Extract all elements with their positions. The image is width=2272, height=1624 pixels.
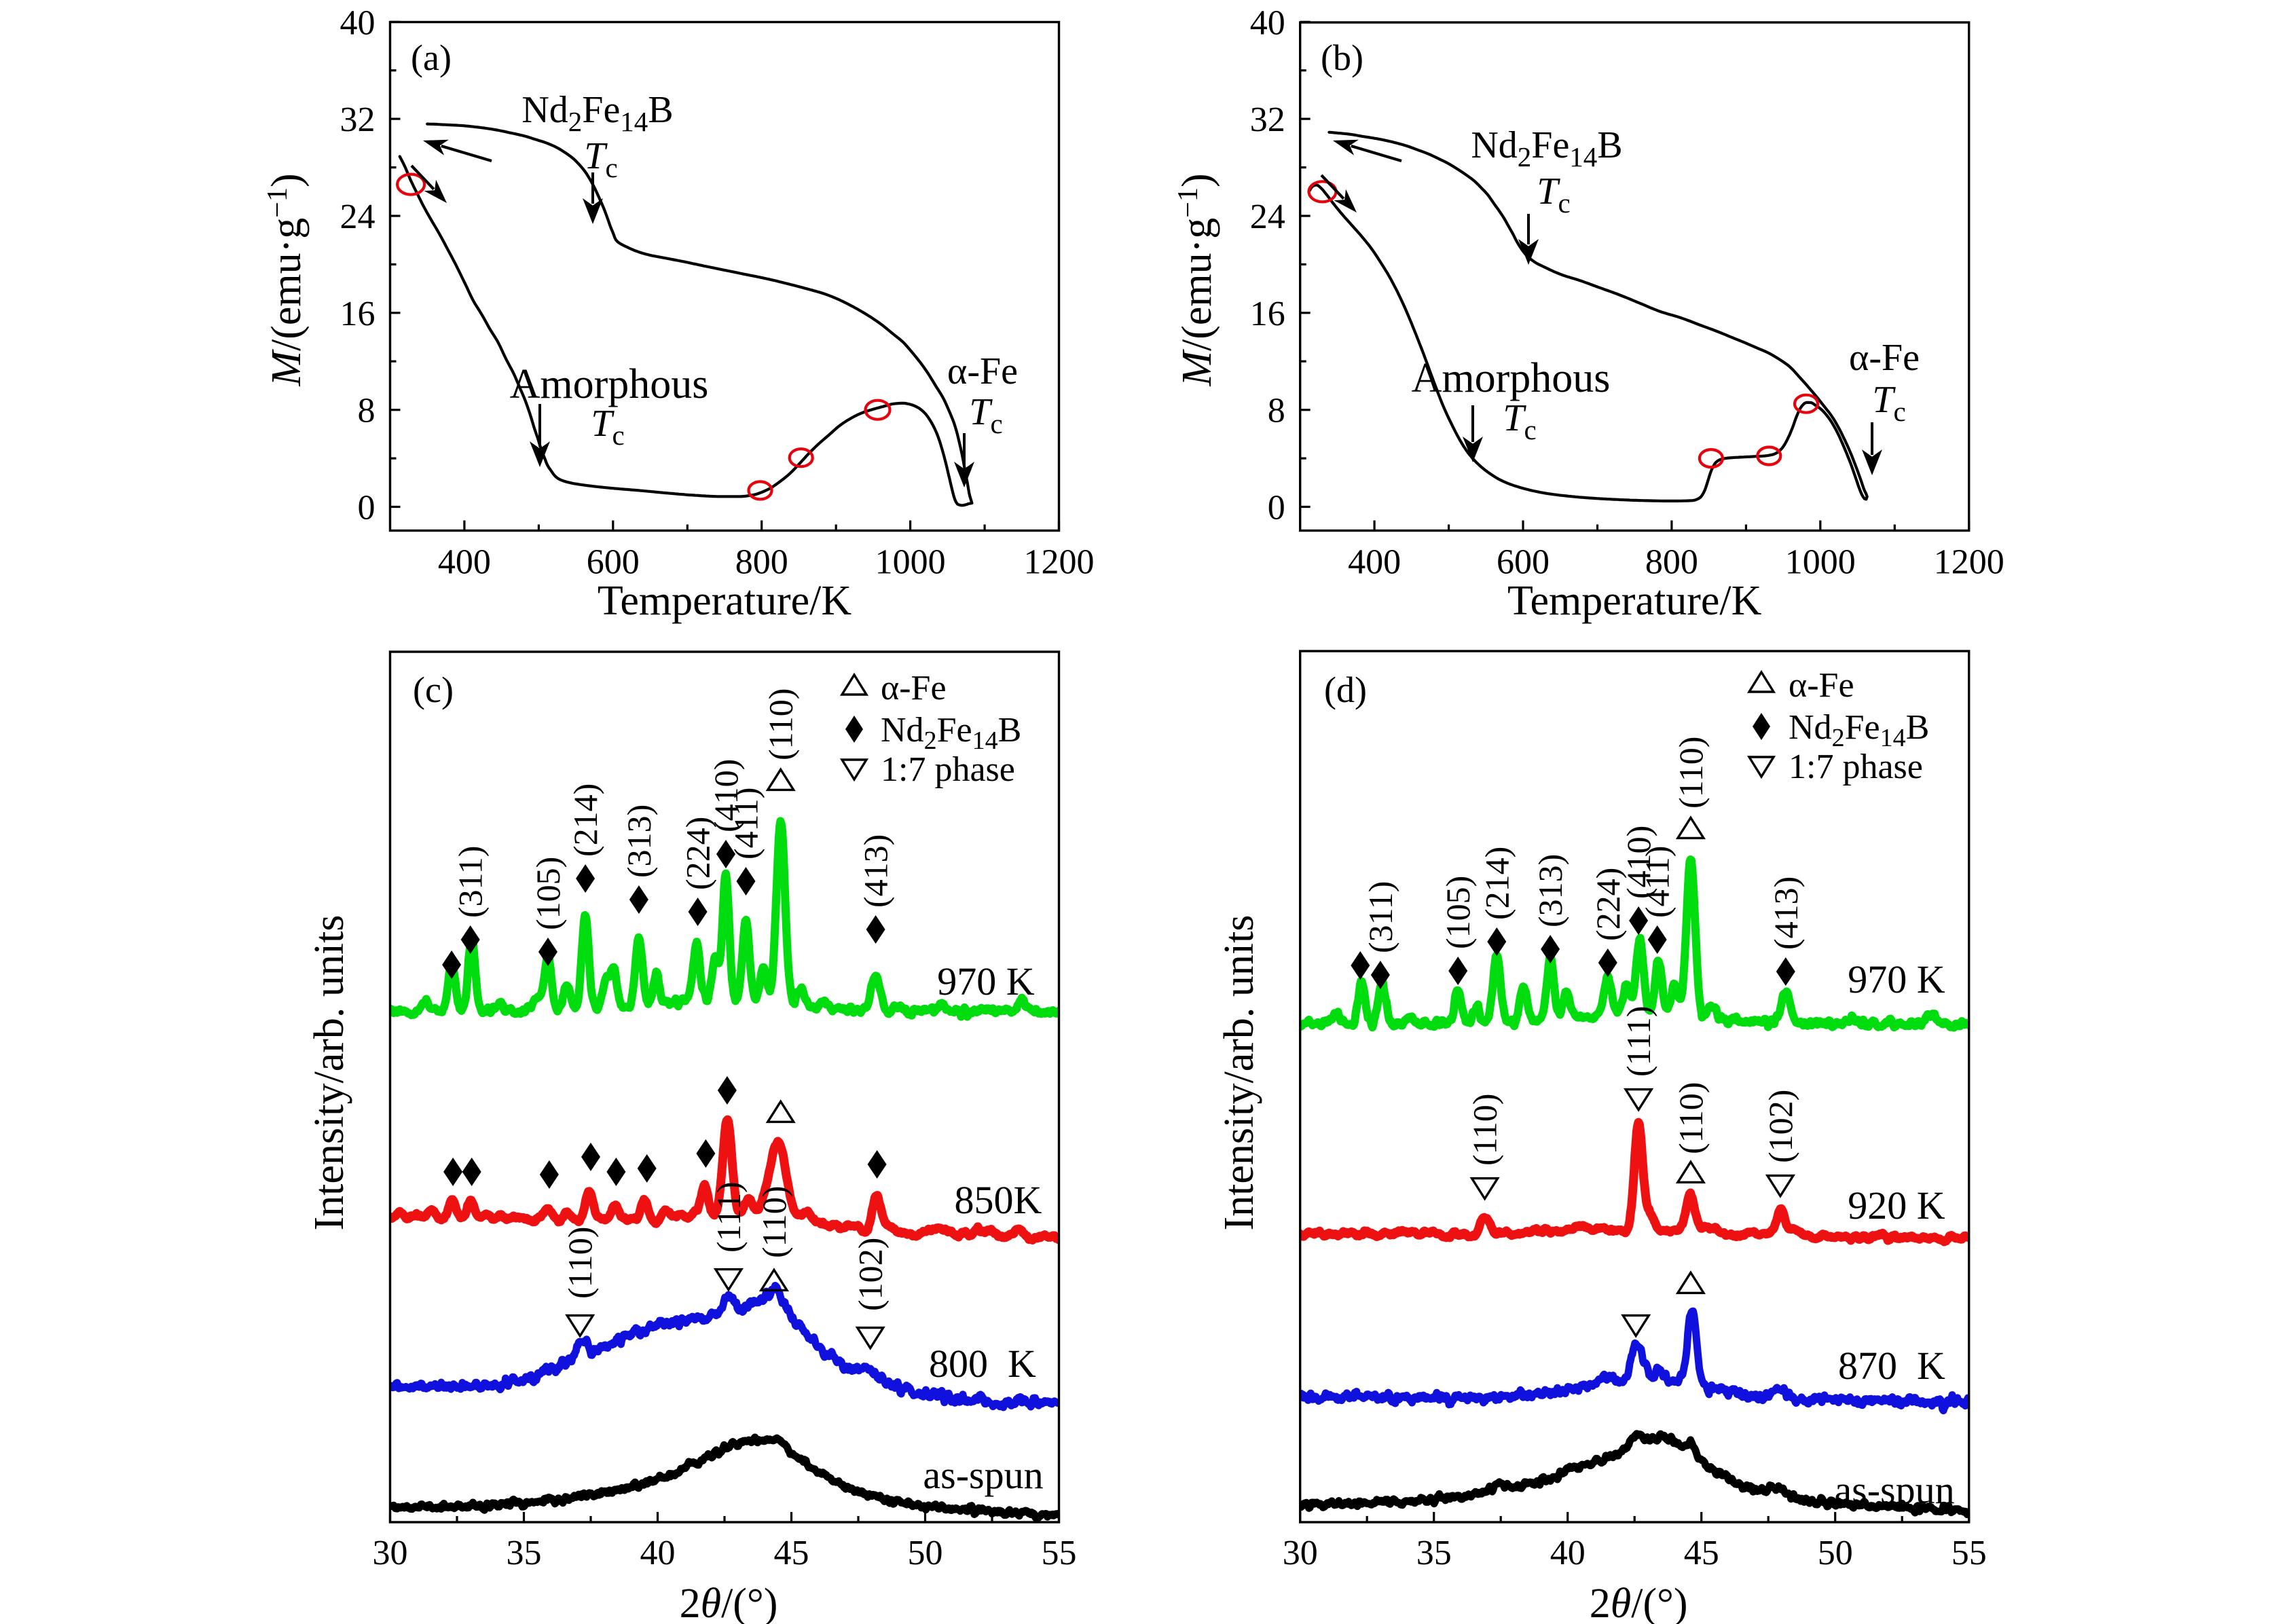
svg-text:970 K: 970 K bbox=[937, 959, 1035, 1003]
svg-text:α-Fe: α-Fe bbox=[947, 350, 1018, 392]
svg-text:(410): (410) bbox=[707, 759, 745, 832]
svg-text:Tc: Tc bbox=[1537, 170, 1570, 219]
svg-text:1200: 1200 bbox=[1934, 543, 2004, 582]
svg-text:(b): (b) bbox=[1321, 37, 1363, 78]
svg-text:32: 32 bbox=[340, 100, 375, 139]
svg-text:2θ/(°): 2θ/(°) bbox=[680, 1581, 778, 1624]
svg-text:1:7 phase: 1:7 phase bbox=[1789, 748, 1923, 786]
svg-text:(224): (224) bbox=[679, 817, 717, 890]
svg-text:30: 30 bbox=[1283, 1534, 1318, 1572]
svg-text:M/(emu·g−1): M/(emu·g−1) bbox=[1173, 173, 1220, 386]
svg-text:50: 50 bbox=[908, 1534, 943, 1572]
svg-text:32: 32 bbox=[1250, 100, 1285, 139]
svg-text:Nd2Fe14B: Nd2Fe14B bbox=[521, 89, 673, 137]
svg-text:870 K: 870 K bbox=[1838, 1344, 1945, 1388]
svg-text:(224): (224) bbox=[1589, 868, 1627, 941]
svg-text:Intensity/arb. units: Intensity/arb. units bbox=[306, 915, 352, 1231]
svg-text:Tc: Tc bbox=[1503, 397, 1536, 445]
svg-text:55: 55 bbox=[1042, 1534, 1077, 1572]
svg-text:(111): (111) bbox=[1619, 1005, 1657, 1077]
svg-text:(111): (111) bbox=[710, 1181, 748, 1253]
svg-text:40: 40 bbox=[1250, 3, 1285, 42]
svg-text:24: 24 bbox=[340, 198, 375, 236]
svg-text:(311): (311) bbox=[1361, 881, 1399, 953]
svg-text:(411): (411) bbox=[727, 788, 765, 860]
svg-text:16: 16 bbox=[340, 295, 375, 333]
svg-text:(214): (214) bbox=[1478, 847, 1516, 920]
svg-text:α-Fe: α-Fe bbox=[1849, 337, 1920, 379]
svg-text:(411): (411) bbox=[1638, 846, 1676, 918]
svg-text:(a): (a) bbox=[411, 37, 452, 78]
svg-text:Intensity/arb. units: Intensity/arb. units bbox=[1216, 915, 1262, 1231]
svg-text:(d): (d) bbox=[1324, 669, 1367, 710]
svg-text:(313): (313) bbox=[620, 805, 658, 878]
svg-text:40: 40 bbox=[1550, 1534, 1586, 1572]
svg-text:40: 40 bbox=[340, 3, 375, 42]
svg-text:Nd2Fe14B: Nd2Fe14B bbox=[1471, 124, 1622, 172]
svg-text:α-Fe: α-Fe bbox=[881, 669, 947, 707]
svg-text:(413): (413) bbox=[857, 834, 895, 908]
svg-text:Temperature/K: Temperature/K bbox=[1507, 578, 1762, 624]
svg-text:970 K: 970 K bbox=[1848, 957, 1945, 1001]
svg-text:45: 45 bbox=[1684, 1534, 1719, 1572]
svg-text:0: 0 bbox=[1268, 489, 1285, 528]
svg-text:45: 45 bbox=[774, 1534, 809, 1572]
svg-text:600: 600 bbox=[587, 543, 640, 582]
svg-text:1000: 1000 bbox=[1785, 543, 1856, 582]
svg-text:Nd2Fe14B: Nd2Fe14B bbox=[1789, 708, 1929, 752]
svg-text:(110): (110) bbox=[755, 1186, 793, 1258]
svg-text:Temperature/K: Temperature/K bbox=[598, 578, 852, 624]
svg-text:8: 8 bbox=[1268, 392, 1285, 430]
svg-text:(110): (110) bbox=[1672, 1082, 1710, 1154]
svg-text:(105): (105) bbox=[1439, 876, 1477, 949]
svg-text:400: 400 bbox=[438, 543, 491, 582]
svg-text:Amorphous: Amorphous bbox=[1412, 355, 1611, 401]
svg-text:(110): (110) bbox=[561, 1227, 599, 1299]
svg-text:as-spun: as-spun bbox=[1834, 1468, 1954, 1512]
svg-text:(102): (102) bbox=[1761, 1090, 1799, 1163]
svg-text:1:7 phase: 1:7 phase bbox=[881, 750, 1015, 789]
svg-text:30: 30 bbox=[373, 1534, 408, 1572]
svg-text:850K: 850K bbox=[955, 1178, 1042, 1222]
svg-text:2θ/(°): 2θ/(°) bbox=[1590, 1581, 1688, 1624]
svg-text:(410): (410) bbox=[1619, 826, 1657, 899]
svg-text:35: 35 bbox=[507, 1534, 542, 1572]
svg-text:40: 40 bbox=[640, 1534, 676, 1572]
svg-text:800 K: 800 K bbox=[929, 1342, 1036, 1386]
svg-text:Nd2Fe14B: Nd2Fe14B bbox=[881, 711, 1021, 755]
svg-text:(105): (105) bbox=[529, 857, 567, 930]
svg-text:(110): (110) bbox=[762, 688, 800, 760]
svg-text:as-spun: as-spun bbox=[923, 1453, 1043, 1497]
svg-text:(102): (102) bbox=[851, 1238, 890, 1311]
svg-text:24: 24 bbox=[1250, 198, 1285, 236]
svg-text:(311): (311) bbox=[452, 846, 490, 918]
svg-text:(110): (110) bbox=[1672, 737, 1710, 809]
svg-text:16: 16 bbox=[1250, 295, 1285, 333]
svg-text:50: 50 bbox=[1818, 1534, 1853, 1572]
svg-text:Tc: Tc bbox=[591, 403, 624, 451]
svg-text:Tc: Tc bbox=[969, 391, 1002, 439]
svg-text:800: 800 bbox=[1645, 543, 1698, 582]
svg-text:(110): (110) bbox=[1466, 1094, 1504, 1166]
svg-text:(313): (313) bbox=[1531, 854, 1569, 927]
svg-text:0: 0 bbox=[358, 489, 375, 528]
svg-text:8: 8 bbox=[358, 392, 375, 430]
svg-text:1000: 1000 bbox=[875, 543, 946, 582]
svg-text:35: 35 bbox=[1416, 1534, 1452, 1572]
svg-text:800: 800 bbox=[735, 543, 788, 582]
svg-text:55: 55 bbox=[1952, 1534, 1987, 1572]
svg-text:Tc: Tc bbox=[584, 135, 617, 183]
svg-text:Amorphous: Amorphous bbox=[510, 361, 709, 407]
svg-text:(214): (214) bbox=[566, 783, 604, 857]
svg-text:Tc: Tc bbox=[1872, 379, 1905, 427]
svg-text:1200: 1200 bbox=[1024, 543, 1095, 582]
svg-text:400: 400 bbox=[1348, 543, 1401, 582]
svg-text:920 K: 920 K bbox=[1848, 1183, 1945, 1228]
svg-text:600: 600 bbox=[1497, 543, 1550, 582]
svg-text:(413): (413) bbox=[1767, 876, 1805, 950]
svg-text:α-Fe: α-Fe bbox=[1789, 666, 1854, 705]
svg-text:(c): (c) bbox=[413, 669, 454, 710]
